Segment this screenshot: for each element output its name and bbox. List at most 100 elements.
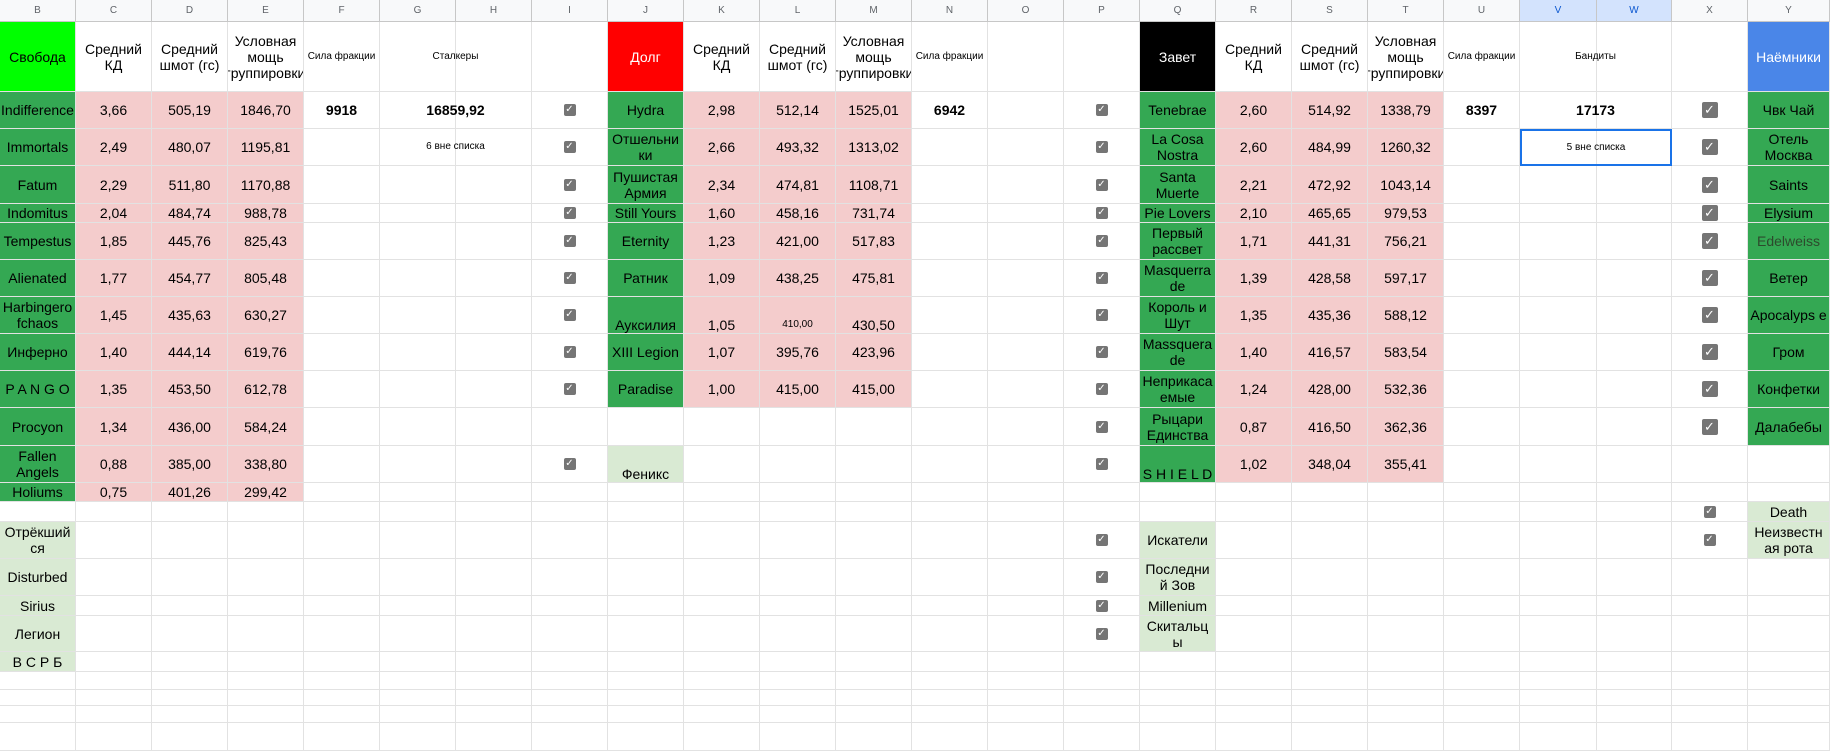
power-value[interactable]: 1525,01 [836,92,912,129]
empty-cell[interactable] [1216,723,1292,751]
group-name-freedom[interactable]: Alienated [0,260,76,297]
empty-cell[interactable] [912,652,988,672]
gear-value[interactable]: 410,00 [760,297,836,334]
empty-cell[interactable] [1520,616,1597,652]
power-value[interactable]: 979,53 [1368,204,1444,223]
empty-cell[interactable] [912,672,988,690]
empty-cell[interactable] [1672,616,1748,652]
empty-cell[interactable] [1444,334,1520,371]
empty-cell[interactable] [456,297,532,334]
empty-cell[interactable] [836,522,912,559]
checkbox-cell[interactable]: ✓ [1672,502,1748,522]
empty-cell[interactable] [456,723,532,751]
group-name-covenant[interactable]: S H I E L D [1140,446,1216,483]
empty-cell[interactable] [304,371,380,408]
checkmark-icon[interactable]: ✓ [563,235,576,247]
group-name-covenant[interactable]: Первый рассвет [1140,223,1216,260]
kd-value[interactable]: 2,60 [1216,129,1292,166]
power-value[interactable]: 362,36 [1368,408,1444,446]
checkbox-cell[interactable]: ✓ [532,446,608,483]
empty-cell[interactable] [1444,502,1520,522]
empty-cell[interactable] [760,616,836,652]
empty-cell[interactable] [1140,706,1216,723]
group-name-duty[interactable]: XIII Legion [608,334,684,371]
kd-value[interactable]: 1,05 [684,297,760,334]
empty-cell[interactable] [1292,690,1368,706]
checkmark-icon[interactable]: ✓ [1701,381,1718,397]
empty-cell[interactable] [1672,483,1748,502]
empty-cell[interactable] [228,502,304,522]
empty-cell[interactable] [1748,652,1830,672]
group-name-mercenaries-extra[interactable]: Death [1748,502,1830,522]
gear-value[interactable]: 484,99 [1292,129,1368,166]
checkmark-icon[interactable]: ✓ [1095,178,1108,191]
gear-value[interactable]: 480,07 [152,129,228,166]
checkbox-cell[interactable]: ✓ [1064,297,1140,334]
gear-value[interactable]: 401,26 [152,483,228,502]
empty-cell[interactable] [1597,616,1672,652]
empty-cell[interactable] [1597,596,1672,616]
checkmark-icon[interactable]: ✓ [1095,534,1108,546]
group-name-duty[interactable]: Ауксилия [608,297,684,334]
gear-value[interactable]: 435,63 [152,297,228,334]
gear-value[interactable]: 453,50 [152,371,228,408]
column-header-X[interactable]: X [1672,0,1748,22]
checkmark-icon[interactable]: ✓ [1095,420,1108,433]
empty-cell[interactable] [76,690,152,706]
checkbox-cell[interactable]: ✓ [1672,260,1748,297]
empty-cell[interactable] [1368,559,1444,596]
empty-cell[interactable] [1520,297,1597,334]
kd-value[interactable]: 3,66 [76,92,152,129]
gear-value[interactable]: 441,31 [1292,223,1368,260]
empty-cell[interactable] [152,502,228,522]
empty-cell[interactable] [1520,166,1597,204]
empty-cell[interactable] [152,672,228,690]
empty-cell[interactable] [1520,706,1597,723]
empty-cell[interactable] [380,166,456,204]
empty-cell[interactable] [532,522,608,559]
empty-cell[interactable] [988,706,1064,723]
empty-cell[interactable] [1520,672,1597,690]
empty-cell[interactable] [76,559,152,596]
empty-cell[interactable] [304,522,380,559]
group-name-freedom[interactable]: Fallen Angels [0,446,76,483]
empty-cell[interactable] [912,616,988,652]
checkbox-cell[interactable]: ✓ [1672,297,1748,334]
empty-cell[interactable] [76,706,152,723]
empty-cell[interactable] [76,652,152,672]
column-header-O[interactable]: O [988,0,1064,22]
empty-cell[interactable] [228,596,304,616]
checkbox-cell[interactable]: ✓ [1672,408,1748,446]
empty-cell[interactable] [1444,559,1520,596]
column-header-M[interactable]: M [836,0,912,22]
checkbox-cell[interactable]: ✓ [1064,446,1140,483]
column-header-H[interactable]: H [456,0,532,22]
empty-cell[interactable] [456,483,532,502]
empty-cell[interactable] [912,223,988,260]
checkmark-icon[interactable]: ✓ [1701,270,1718,286]
empty-cell[interactable] [1597,672,1672,690]
empty-cell[interactable] [456,446,532,483]
checkbox-cell[interactable]: ✓ [1064,408,1140,446]
empty-cell[interactable] [1597,652,1672,672]
empty-cell[interactable] [380,690,456,706]
empty-cell[interactable] [988,483,1064,502]
checkmark-icon[interactable]: ✓ [1095,104,1108,116]
empty-cell[interactable] [380,596,456,616]
empty-cell[interactable] [152,723,228,751]
empty-cell[interactable] [988,371,1064,408]
checkmark-icon[interactable]: ✓ [1095,235,1108,247]
column-title-kd[interactable]: Средний КД [1216,22,1292,92]
power-value[interactable]: 532,36 [1368,371,1444,408]
empty-cell[interactable] [1748,690,1830,706]
empty-cell[interactable] [152,559,228,596]
empty-cell[interactable] [380,502,456,522]
checkbox-cell[interactable]: ✓ [532,371,608,408]
empty-cell[interactable] [912,129,988,166]
stalkers-note[interactable]: 6 вне списка [380,129,532,166]
empty-cell[interactable] [988,129,1064,166]
empty-cell[interactable] [456,616,532,652]
empty-cell[interactable] [1292,559,1368,596]
group-name-freedom[interactable]: Tempestus [0,223,76,260]
empty-cell[interactable] [1748,672,1830,690]
